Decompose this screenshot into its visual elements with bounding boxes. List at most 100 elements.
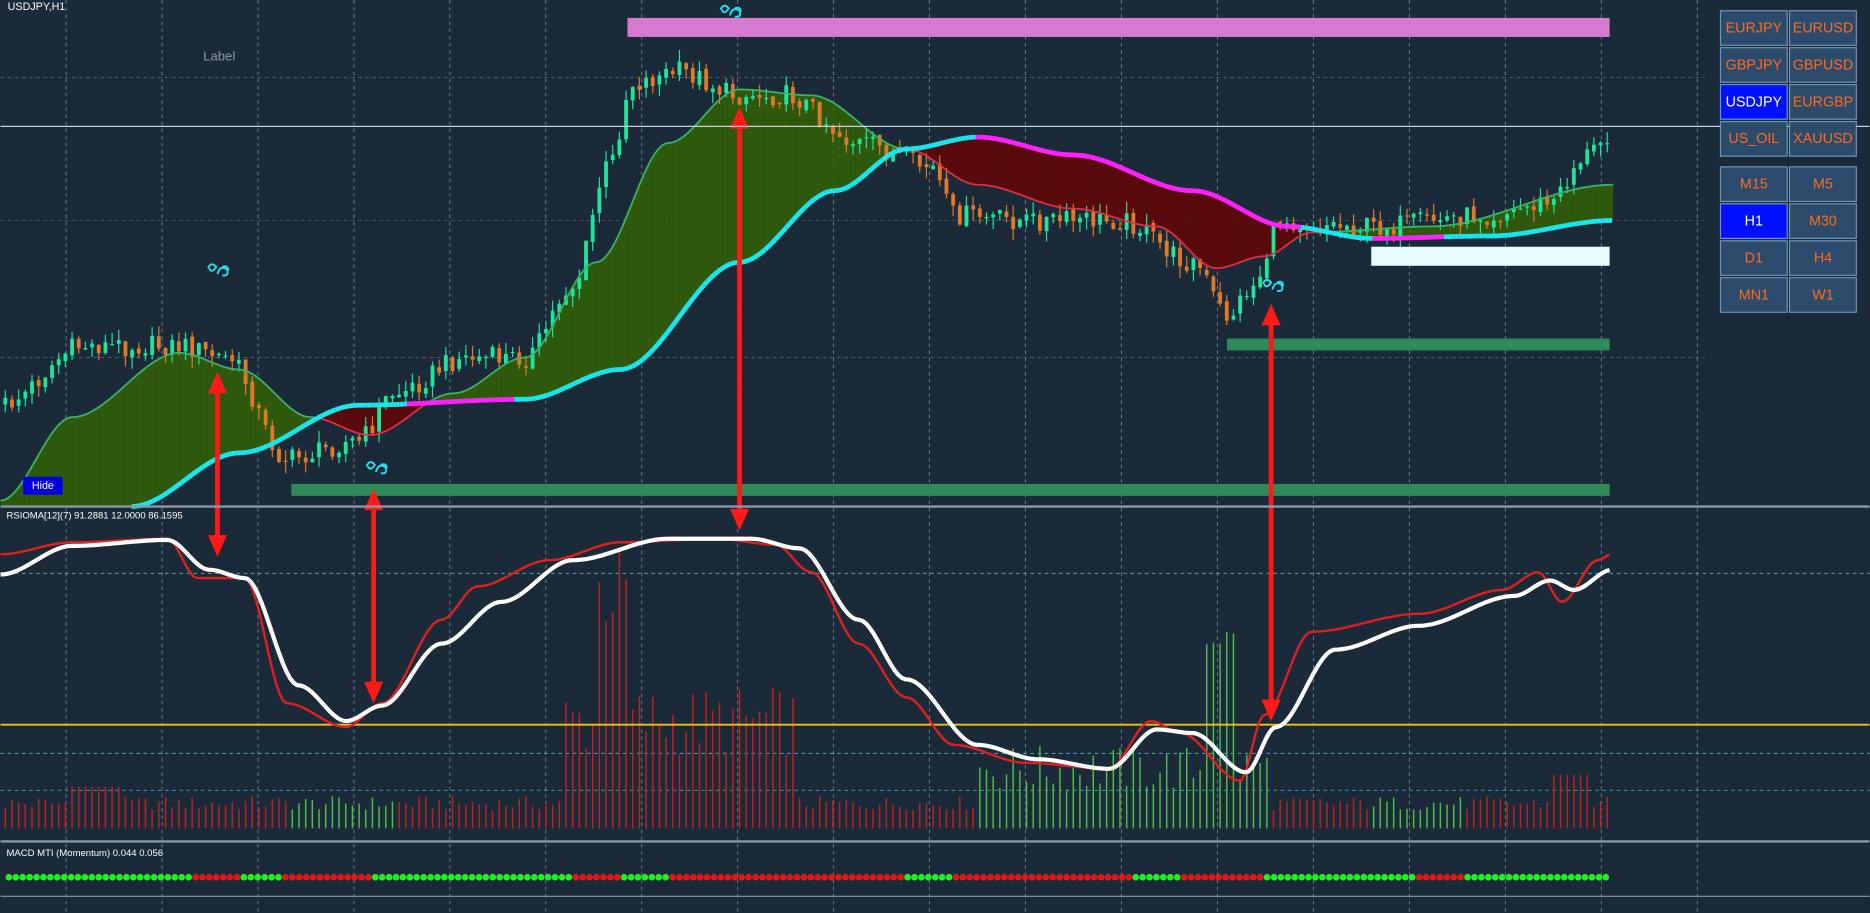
button-label[interactable]: EURUSD <box>1793 20 1853 36</box>
button[interactable]: GBPJPY <box>1719 47 1788 83</box>
button-bg[interactable] <box>1719 47 1788 83</box>
arrow-head <box>1261 699 1281 722</box>
ma-fill <box>86 412 90 507</box>
button-label[interactable]: GBPUSD <box>1793 57 1853 73</box>
fast-ma <box>343 426 348 431</box>
slow-ma <box>720 264 727 271</box>
slow-ma <box>563 384 569 391</box>
button[interactable]: EURUSD <box>1789 10 1857 46</box>
button-label[interactable]: GBPJPY <box>1726 57 1783 73</box>
slow-ma <box>1264 219 1270 225</box>
fast-ma <box>322 418 327 422</box>
fast-ma <box>700 114 706 120</box>
button[interactable]: H1 <box>1719 203 1788 239</box>
button-label[interactable]: US_OIL <box>1728 131 1779 147</box>
slow-ma <box>1235 204 1242 211</box>
hide-button[interactable]: Hide <box>23 476 63 495</box>
button-bg[interactable] <box>1719 84 1788 120</box>
ma-fill <box>579 270 584 382</box>
fast-ma <box>990 185 995 188</box>
button[interactable]: EURJPY <box>1719 10 1788 46</box>
fast-ma <box>85 411 91 415</box>
button[interactable]: W1 <box>1789 277 1857 313</box>
button-bg[interactable] <box>1789 240 1857 276</box>
ma-fill <box>1402 227 1406 238</box>
button-label[interactable]: M5 <box>1813 177 1833 193</box>
button[interactable]: USDJPY <box>1719 84 1788 120</box>
button-label[interactable]: H4 <box>1814 250 1832 266</box>
fast-ma <box>57 421 62 427</box>
fast-ma <box>336 423 341 427</box>
candle-body <box>757 94 762 99</box>
fast-ma <box>332 422 338 426</box>
button-bg[interactable] <box>1789 277 1857 313</box>
slow-ma <box>1039 147 1045 154</box>
momentum-dot <box>869 873 877 881</box>
slow-ma <box>1332 230 1338 237</box>
button[interactable]: M5 <box>1789 166 1857 203</box>
candle-body <box>1051 213 1056 218</box>
button[interactable]: M15 <box>1719 166 1788 203</box>
candle-body <box>1024 214 1029 221</box>
button[interactable]: MN1 <box>1719 277 1788 313</box>
ma-fill <box>615 233 620 370</box>
button[interactable]: H4 <box>1789 240 1857 276</box>
button[interactable]: D1 <box>1719 240 1788 276</box>
button-bg[interactable] <box>1789 166 1857 203</box>
fast-ma <box>840 107 845 112</box>
slow-ma <box>256 446 262 453</box>
ma-fill <box>1409 226 1413 238</box>
slow-ma <box>698 283 706 292</box>
slow-ma <box>327 408 333 415</box>
button[interactable]: EURGBP <box>1789 84 1857 120</box>
button[interactable]: US_OIL <box>1719 120 1788 157</box>
button-label[interactable]: H1 <box>1745 213 1763 229</box>
button-label[interactable]: M30 <box>1809 213 1837 229</box>
button-bg[interactable] <box>1789 84 1857 120</box>
button-bg[interactable] <box>1719 277 1788 313</box>
ma-fill <box>1044 151 1049 205</box>
button-label[interactable]: M15 <box>1740 177 1768 193</box>
button-label[interactable]: W1 <box>1812 287 1833 303</box>
slow-ma <box>856 176 863 183</box>
momentum-dot <box>1153 873 1160 881</box>
button-label[interactable]: D1 <box>1745 250 1763 266</box>
candle-body <box>657 75 662 85</box>
button-bg[interactable] <box>1719 120 1788 157</box>
ma-fill <box>1473 219 1478 237</box>
button-bg[interactable] <box>1789 120 1857 157</box>
ma-fill <box>576 275 580 383</box>
hide-button-bg[interactable] <box>23 476 63 495</box>
slow-ma <box>680 306 688 315</box>
button[interactable]: M30 <box>1789 203 1857 239</box>
slow-ma <box>1171 185 1177 192</box>
button-label[interactable]: USDJPY <box>1726 94 1783 110</box>
slow-ma <box>624 365 630 372</box>
ma-fill <box>1294 226 1299 240</box>
button-label[interactable]: EURGBP <box>1793 94 1853 110</box>
button-bg[interactable] <box>1789 203 1857 239</box>
slow-ma <box>863 170 870 177</box>
slow-ma <box>627 364 634 371</box>
button[interactable]: XAUUSD <box>1789 120 1857 157</box>
button-bg[interactable] <box>1719 203 1788 239</box>
button-label[interactable]: EURJPY <box>1726 20 1783 36</box>
ma-fill <box>200 357 205 469</box>
button-bg[interactable] <box>1719 10 1788 46</box>
button-bg[interactable] <box>1789 47 1857 83</box>
slow-ma <box>1121 165 1127 172</box>
button-bg[interactable] <box>1789 10 1857 46</box>
button-bg[interactable] <box>1719 240 1788 276</box>
button[interactable]: GBPUSD <box>1789 47 1857 83</box>
candle-body <box>116 340 121 344</box>
button-bg[interactable] <box>1719 166 1788 203</box>
fast-ma <box>954 175 960 180</box>
button-label[interactable]: MN1 <box>1739 287 1769 303</box>
ma-fill <box>43 440 48 507</box>
hide-button-label[interactable]: Hide <box>32 480 54 492</box>
momentum-dot <box>247 873 255 881</box>
fast-ma <box>164 353 169 357</box>
button-label[interactable]: XAUUSD <box>1793 131 1853 147</box>
candle-body <box>1238 295 1243 314</box>
candle-body <box>397 394 402 398</box>
